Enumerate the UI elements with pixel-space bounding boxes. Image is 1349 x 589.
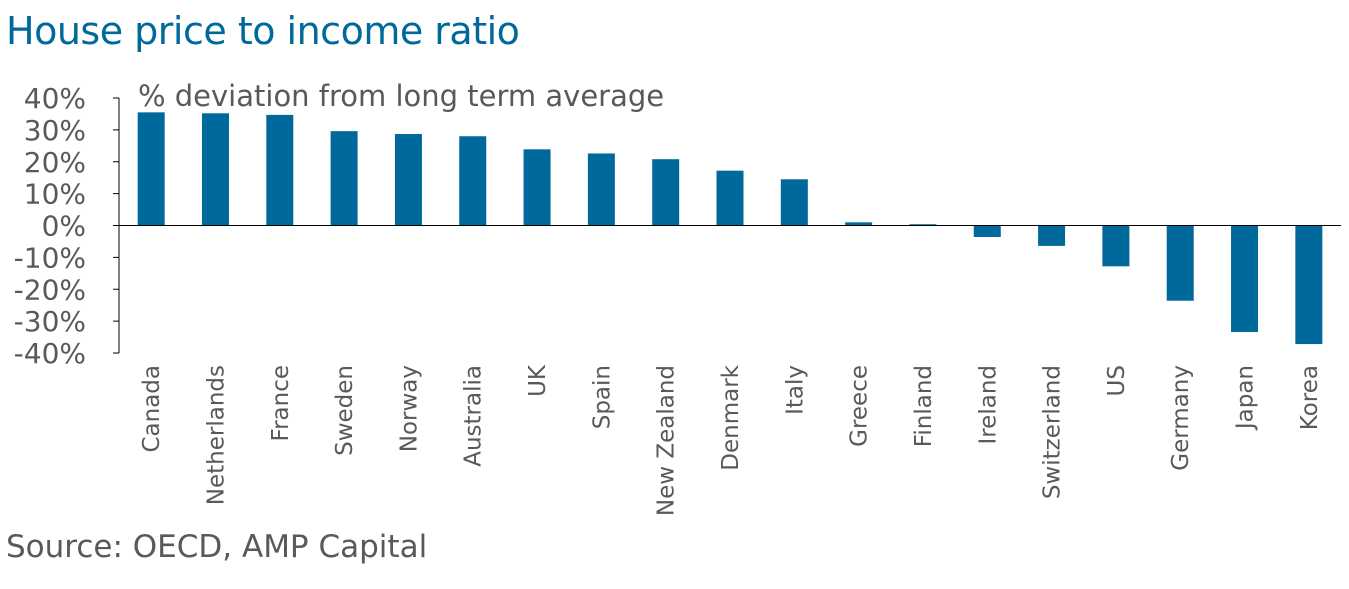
x-tick-label: Germany (1168, 365, 1194, 471)
x-tick-label: Spain (589, 365, 615, 429)
bar-germany (1166, 225, 1194, 301)
bar-finland (909, 224, 937, 226)
x-tick-label: Sweden (332, 365, 358, 456)
source-note: Source: OECD, AMP Capital (6, 529, 428, 565)
bar-france (266, 114, 294, 226)
x-tick-label: US (1104, 365, 1130, 396)
y-tick-label: 0% (42, 210, 86, 243)
bar-korea (1295, 225, 1323, 345)
y-tick-label: -20% (14, 273, 86, 306)
y-tick-label: -10% (14, 241, 86, 274)
x-tick-label: Ireland (975, 365, 1001, 445)
x-tick-label: Finland (911, 365, 937, 447)
bar-netherlands (201, 113, 229, 226)
y-tick-label: 30% (24, 114, 86, 147)
bar-new-zealand (652, 159, 680, 226)
x-tick-label: Canada (139, 365, 165, 453)
bar-us (1102, 225, 1130, 267)
y-tick-label: 10% (24, 178, 86, 211)
bar-spain (587, 153, 615, 226)
x-tick-label: Korea (1297, 365, 1323, 430)
x-tick-label: Netherlands (203, 365, 229, 505)
x-tick-label: UK (525, 364, 551, 397)
bar-ireland (973, 225, 1001, 237)
bar-uk (523, 149, 551, 226)
chart-subtitle: % deviation from long term average (138, 79, 664, 113)
x-tick-label: Norway (396, 365, 422, 452)
bar-japan (1231, 225, 1259, 332)
bar-canada (137, 112, 165, 226)
x-tick-label: Japan (1233, 365, 1259, 431)
y-tick-label: 40% (24, 82, 86, 115)
chart-title: House price to income ratio (6, 9, 520, 53)
bar-australia (459, 136, 487, 226)
y-tick-label: -40% (14, 337, 86, 370)
x-tick-label: Switzerland (1040, 365, 1066, 499)
x-tick-label: New Zealand (654, 365, 680, 516)
x-tick-label: Italy (782, 365, 808, 415)
x-tick-label: Australia (461, 365, 487, 467)
y-tick-label: -30% (14, 305, 86, 338)
bar-italy (780, 179, 808, 226)
bar-norway (394, 134, 422, 226)
x-tick-label: Denmark (718, 364, 744, 470)
x-tick-label: France (268, 365, 294, 441)
x-axis-labels: Canada Netherlands France Sweden Norway Austr… (139, 364, 1323, 516)
bar-switzerland (1038, 225, 1066, 246)
x-tick-label: Greece (847, 365, 873, 447)
y-tick-label: 20% (24, 146, 86, 179)
bars (119, 112, 1341, 345)
bar-sweden (330, 131, 358, 226)
bar-denmark (716, 170, 744, 226)
bar-greece (845, 222, 873, 226)
y-axis: 40%30%20%10%0%-10%-20%-30%-40% (14, 82, 120, 370)
